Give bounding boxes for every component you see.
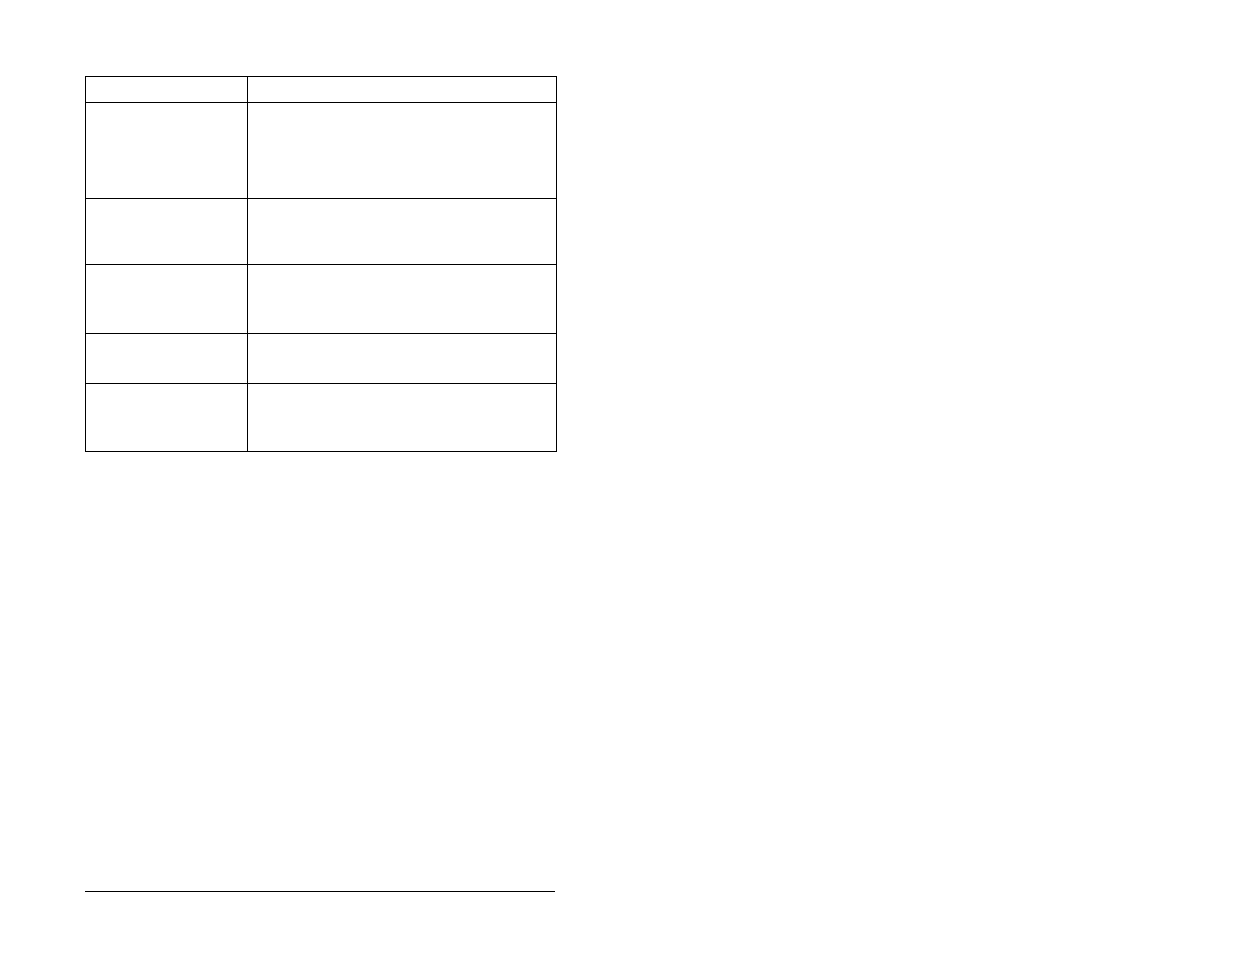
table-row	[86, 265, 557, 334]
table-row	[86, 103, 557, 199]
data-table	[85, 76, 557, 452]
table-row	[86, 334, 557, 384]
page	[0, 0, 1235, 954]
table-cell	[248, 265, 557, 334]
table-cell	[248, 334, 557, 384]
table-cell	[86, 384, 248, 452]
table-cell	[248, 103, 557, 199]
table-cell	[86, 334, 248, 384]
table-cell	[86, 265, 248, 334]
table-cell	[248, 384, 557, 452]
table-cell	[86, 199, 248, 265]
table-row	[86, 199, 557, 265]
table-cell	[248, 199, 557, 265]
table-cell	[248, 77, 557, 103]
table-row	[86, 77, 557, 103]
table-cell	[86, 77, 248, 103]
table-cell	[86, 103, 248, 199]
footnote-separator	[85, 891, 555, 892]
table-row	[86, 384, 557, 452]
